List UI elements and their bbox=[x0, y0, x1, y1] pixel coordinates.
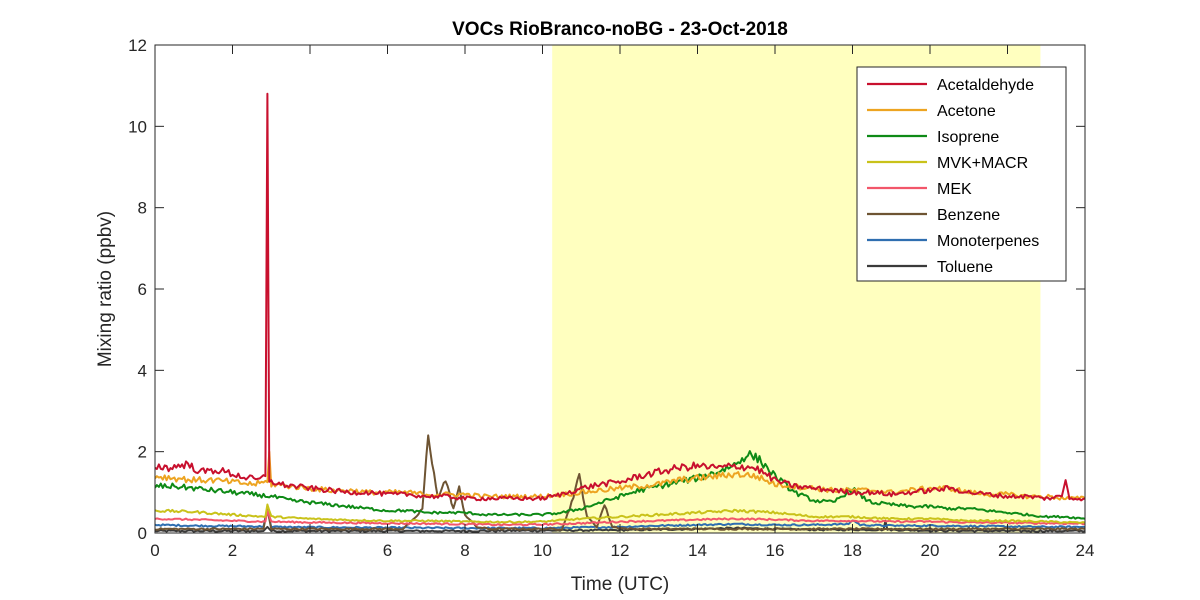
legend-label-monoterpenes: Monoterpenes bbox=[937, 233, 1039, 250]
legend-label-benzene: Benzene bbox=[937, 207, 1000, 224]
y-tick-label: 10 bbox=[128, 117, 147, 136]
x-tick-label: 0 bbox=[150, 541, 159, 560]
y-tick-label: 12 bbox=[128, 36, 147, 55]
x-tick-label: 6 bbox=[383, 541, 392, 560]
legend-label-mvk-macr: MVK+MACR bbox=[937, 155, 1028, 172]
y-tick-label: 6 bbox=[138, 280, 147, 299]
legend-label-acetone: Acetone bbox=[937, 103, 996, 120]
legend-label-mek: MEK bbox=[937, 181, 972, 198]
series-line-acetaldehyde bbox=[155, 92, 1085, 502]
x-tick-label: 24 bbox=[1076, 541, 1095, 560]
series-line-mvk-macr bbox=[155, 503, 1085, 524]
x-tick-label: 2 bbox=[228, 541, 237, 560]
x-tick-label: 22 bbox=[998, 541, 1017, 560]
x-tick-label: 4 bbox=[305, 541, 314, 560]
legend-label-toluene: Toluene bbox=[937, 259, 993, 276]
y-tick-label: 2 bbox=[138, 443, 147, 462]
chart-title: VOCs RioBranco-noBG - 23-Oct-2018 bbox=[452, 19, 788, 40]
legend-box bbox=[856, 66, 1067, 282]
legend-label-isoprene: Isoprene bbox=[937, 129, 999, 146]
legend-label-acetaldehyde: Acetaldehyde bbox=[937, 77, 1034, 94]
y-tick-label: 0 bbox=[138, 524, 147, 543]
x-tick-label: 20 bbox=[921, 541, 940, 560]
series-line-mek bbox=[155, 509, 1085, 527]
x-tick-label: 18 bbox=[843, 541, 862, 560]
y-tick-label: 8 bbox=[138, 199, 147, 218]
legend: Acetaldehyde Acetone Isoprene MVK+MACR MEK Be… bbox=[856, 66, 1067, 282]
x-tick-label: 16 bbox=[766, 541, 785, 560]
series-line-isoprene bbox=[155, 450, 1085, 520]
x-tick-label: 12 bbox=[611, 541, 630, 560]
x-tick-label: 8 bbox=[460, 541, 469, 560]
y-axis-label: Mixing ratio (ppbv) bbox=[95, 211, 116, 367]
y-tick-label: 4 bbox=[138, 361, 147, 380]
x-tick-label: 14 bbox=[688, 541, 707, 560]
x-tick-label: 10 bbox=[533, 541, 552, 560]
x-axis-label: Time (UTC) bbox=[571, 574, 670, 595]
